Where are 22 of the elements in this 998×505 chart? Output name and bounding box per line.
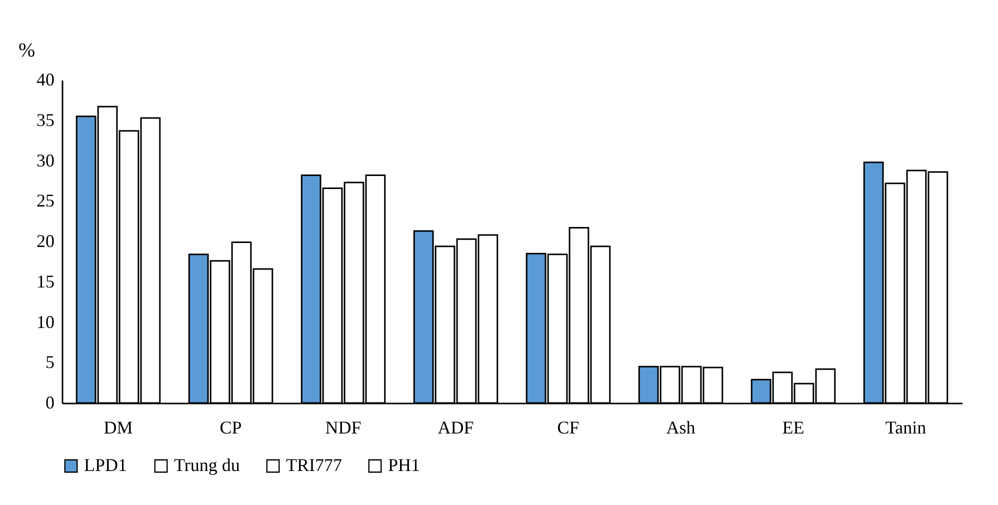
y-tick-label: 10: [36, 312, 54, 332]
x-tick-label: Ash: [666, 418, 696, 438]
y-axis-title: %: [18, 40, 36, 62]
x-tick-label: ADF: [438, 418, 474, 438]
x-tick-label: Tanin: [885, 418, 926, 438]
y-tick-label: 35: [36, 110, 54, 130]
x-tick-label: NDF: [325, 418, 362, 438]
y-tick-label: 25: [36, 190, 54, 211]
legend-label: Trung du: [174, 455, 240, 475]
x-tick-label: CF: [557, 418, 580, 438]
x-tick-label: EE: [782, 418, 804, 438]
y-tick-label: 30: [36, 150, 54, 170]
y-tick-label: 15: [36, 271, 54, 292]
legend-label: TRI777: [286, 455, 342, 475]
y-tick-label: 40: [36, 70, 54, 90]
y-tick-label: 0: [46, 392, 54, 412]
legend-label: PH1: [388, 455, 420, 475]
x-tick-label: DM: [104, 418, 133, 438]
y-tick-label: 20: [36, 231, 54, 251]
x-tick-label: CP: [220, 418, 242, 438]
y-tick-label: 5: [46, 352, 54, 372]
legend-label: LPD1: [84, 455, 128, 475]
